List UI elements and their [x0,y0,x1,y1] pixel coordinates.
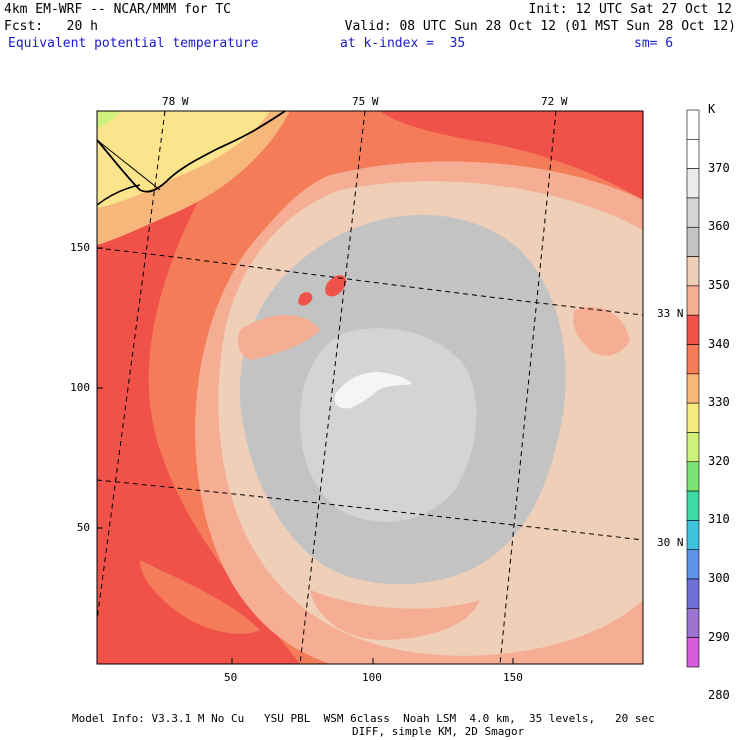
field-360-band [300,328,477,522]
colorbar-label: 330 [708,395,730,410]
forecast-hour: Fcst: 20 h [4,19,98,34]
state-border [96,184,141,206]
lon-label-72w: 72 W [541,95,568,108]
level-label: at k-index = 35 [340,36,466,51]
field-340-blob-b [298,292,313,306]
meridian-72w [499,110,557,665]
colorbar-swatch [686,373,700,404]
coastline [96,110,286,193]
lon-label-78w: 78 W [162,95,189,108]
colorbar-swatch [686,109,700,140]
colorbar-label: 290 [708,629,730,644]
field-345-patch-c [310,590,480,640]
colorbar-swatch [686,139,700,169]
field-345-patch-a [238,315,320,360]
parallel-30n [96,479,644,541]
colorbar [686,109,700,668]
colorbar-swatch [686,344,700,375]
model-info-diff: DIFF, simple KM, 2D Smagor [352,725,525,738]
colorbar-swatch [686,432,700,463]
model-title: 4km EM-WRF -- NCAR/MMM for TC [4,2,231,17]
colorbar-swatch [686,578,700,609]
colorbar-swatch [686,520,700,551]
colorbar-swatch [686,402,700,433]
model-info: Model Info: V3.3.1 M No Cu YSU PBL WSM 6… [72,712,655,725]
colorbar-swatch [686,285,700,316]
theta-e-field [97,111,643,664]
parallel-33n [96,247,644,316]
colorbar-label: 350 [708,277,730,292]
colorbar-label: 300 [708,571,730,586]
lon-label-75w: 75 W [352,95,379,108]
init-time: Init: 12 UTC Sat 27 Oct 12 [528,2,733,17]
colorbar-swatch [686,637,700,668]
colorbar-swatch [686,549,700,580]
valid-time: Valid: 08 UTC Sun 28 Oct 12 (01 MST Sun … [344,19,736,34]
y-tick-100: 100 [70,381,90,394]
colorbar-label: 360 [708,219,730,234]
colorbar-swatch [686,314,700,345]
state-border-2 [96,139,161,191]
field-340-blob-a [325,275,347,297]
latlon-grid [96,110,644,665]
field-340-upper [380,111,643,200]
lat-label-30n: 30 N [657,536,684,549]
y-tick-50: 50 [76,521,90,534]
colorbar-swatch [686,226,700,257]
colorbar-swatch [686,608,700,638]
smoothing-label: sm= 6 [634,36,674,51]
lat-label-33n: 33 N [657,307,684,320]
field-370-core [334,372,412,409]
colorbar-label: 310 [708,512,730,527]
meridian-78w [96,110,166,621]
colorbar-swatch [686,168,700,199]
colorbar-label: 280 [708,688,730,703]
colorbar-label: 370 [708,160,730,175]
field-310-corner [97,111,120,128]
meridian-75w [299,110,366,665]
x-tick-100: 100 [362,671,382,684]
colorbar-label: 340 [708,336,730,351]
colorbar-swatch [686,256,700,287]
colorbar-unit: K [708,102,716,116]
colorbar-label: 320 [708,453,730,468]
field-name: Equivalent potential temperature [8,36,259,51]
colorbar-swatch [686,490,700,521]
colorbar-swatch [686,461,700,492]
field-345-patch-b [573,306,630,356]
x-tick-150: 150 [503,671,523,684]
y-tick-150: 150 [70,241,90,254]
field-330-patch [140,560,260,634]
x-tick-50: 50 [224,671,238,684]
axis-ticks [97,247,514,664]
colorbar-swatch [686,197,700,228]
field-320-nw [97,111,270,208]
